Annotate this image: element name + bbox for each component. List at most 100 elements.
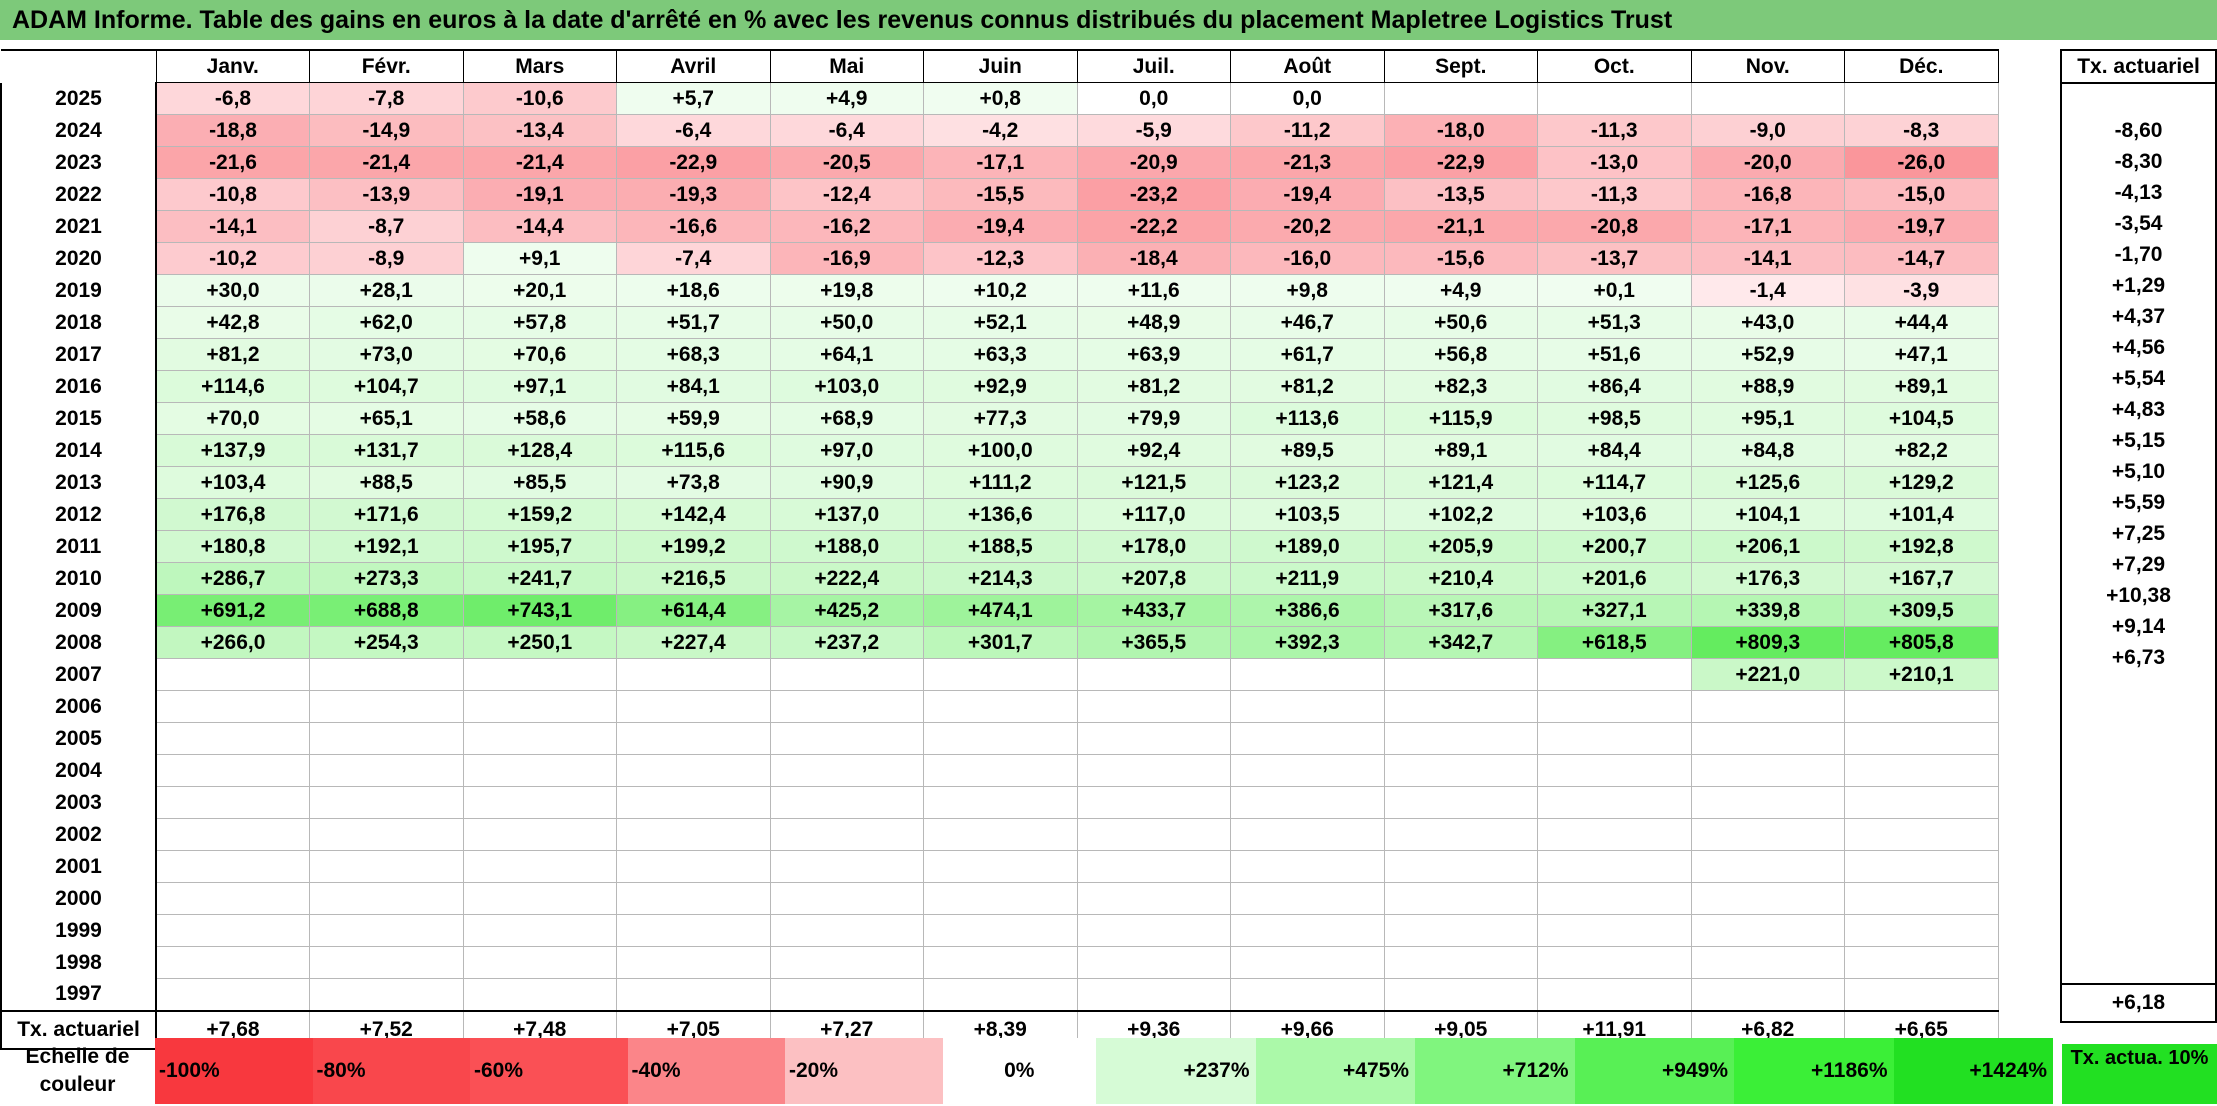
- year-label: 2023: [0, 146, 157, 179]
- gain-cell: +20,1: [462, 274, 617, 307]
- year-label: 2019: [0, 274, 157, 307]
- gain-cell: +207,8: [1076, 562, 1231, 595]
- gain-cell: [309, 658, 464, 691]
- gain-cell: +4,9: [769, 82, 924, 115]
- gain-cell: [1076, 722, 1231, 755]
- gain-cell: -14,9: [309, 114, 464, 147]
- gain-cell: +10,2: [923, 274, 1078, 307]
- gain-cell: +104,7: [309, 370, 464, 403]
- gain-cell: +88,5: [309, 466, 464, 499]
- tx-actuariel-table: Tx. actuariel -8,60 -8,30 -4,13 -3,54 -1,70 +…: [2060, 49, 2217, 1023]
- gain-cell: +0,8: [923, 82, 1078, 115]
- gain-cell: [309, 818, 464, 851]
- gain-cell: -20,5: [769, 146, 924, 179]
- gain-cell: [1383, 722, 1538, 755]
- gain-cell: [155, 818, 310, 851]
- tx-actuariel-value: +10,38: [2106, 583, 2171, 607]
- gain-cell: [1537, 722, 1692, 755]
- gain-cell: [1076, 786, 1231, 819]
- color-scale-swatch: -100%: [155, 1038, 313, 1104]
- gain-cell: +89,5: [1230, 434, 1385, 467]
- gain-cell: +392,3: [1230, 626, 1385, 659]
- table-row: 2017 +81,2 +73,0 +70,6 +68,3 +64,1 +63,3 +63,9 +…: [0, 338, 1999, 371]
- gain-cell: +200,7: [1537, 530, 1692, 563]
- gain-cell: [1537, 658, 1692, 691]
- gain-cell: [1230, 978, 1385, 1012]
- year-label: 1998: [0, 946, 157, 979]
- year-label: 2016: [0, 370, 157, 403]
- gain-cell: +113,6: [1230, 402, 1385, 435]
- gain-cell: [1383, 978, 1538, 1012]
- gain-cell: [1690, 690, 1845, 723]
- gain-cell: [1537, 690, 1692, 723]
- year-label: 1999: [0, 914, 157, 947]
- gain-cell: +222,4: [769, 562, 924, 595]
- table-row: 1997: [0, 978, 1999, 1012]
- table-row: 2006: [0, 690, 1999, 723]
- table-row: 2021 -14,1 -8,7 -14,4 -16,6 -16,2 -19,4 -22,2 -2…: [0, 210, 1999, 243]
- gain-cell: [923, 754, 1078, 787]
- table-row: 2016 +114,6 +104,7 +97,1 +84,1 +103,0 +92,9 +81…: [0, 370, 1999, 403]
- year-label: 2002: [0, 818, 157, 851]
- gain-cell: [1076, 818, 1231, 851]
- gain-cell: [1844, 690, 1999, 723]
- table-row: 2014 +137,9 +131,7 +128,4 +115,6 +97,0 +100,0 +…: [0, 434, 1999, 467]
- year-label: 2013: [0, 466, 157, 499]
- gain-cell: +90,9: [769, 466, 924, 499]
- gain-cell: [616, 850, 771, 883]
- gain-cell: +221,0: [1690, 658, 1845, 691]
- gain-cell: +273,3: [309, 562, 464, 595]
- year-label: 2004: [0, 754, 157, 787]
- gain-cell: +42,8: [155, 306, 310, 339]
- gain-cell: -23,2: [1076, 178, 1231, 211]
- gain-cell: +227,4: [616, 626, 771, 659]
- gain-cell: +128,4: [462, 434, 617, 467]
- gain-cell: +206,1: [1690, 530, 1845, 563]
- tx-actuariel-value: [2061, 673, 2216, 704]
- gain-cell: [155, 722, 310, 755]
- gain-cell: -15,6: [1383, 242, 1538, 275]
- gain-cell: -3,9: [1844, 274, 1999, 307]
- gain-cell: [1844, 978, 1999, 1012]
- gain-cell: [1383, 850, 1538, 883]
- gain-cell: [462, 818, 617, 851]
- tx-actuariel-value: [2061, 859, 2216, 890]
- gain-cell: [1537, 978, 1692, 1012]
- gain-cell: +81,2: [155, 338, 310, 371]
- gain-cell: +114,6: [155, 370, 310, 403]
- gain-cell: [1230, 690, 1385, 723]
- gain-cell: [462, 914, 617, 947]
- gain-cell: +97,0: [769, 434, 924, 467]
- gain-cell: [155, 946, 310, 979]
- gain-cell: +103,4: [155, 466, 310, 499]
- gain-cell: [1690, 946, 1845, 979]
- gain-cell: [155, 850, 310, 883]
- color-scale-swatch: +712%: [1415, 1038, 1575, 1104]
- gain-cell: [1076, 850, 1231, 883]
- gain-cell: +188,0: [769, 530, 924, 563]
- gain-cell: [616, 658, 771, 691]
- tx-column-wrap: Tx. actuariel -8,60 -8,30 -4,13 -3,54 -1,70 +…: [2060, 49, 2217, 1023]
- tx-actuariel-value: [2061, 83, 2216, 115]
- gain-cell: [923, 946, 1078, 979]
- gain-cell: -15,0: [1844, 178, 1999, 211]
- gain-cell: [769, 850, 924, 883]
- table-row: 1998: [0, 946, 1999, 979]
- tx-actuariel-value: +1,29: [2111, 273, 2166, 297]
- tx-actuariel-value: [2061, 828, 2216, 859]
- gain-cell: +266,0: [155, 626, 310, 659]
- gain-cell: -14,1: [155, 210, 310, 243]
- gain-cell: [462, 882, 617, 915]
- gain-cell: [1076, 914, 1231, 947]
- tx-actuariel-value: [2061, 704, 2216, 735]
- table-row: 2008 +266,0 +254,3 +250,1 +227,4 +237,2 +301,7…: [0, 626, 1999, 659]
- gain-cell: -16,0: [1230, 242, 1385, 275]
- gain-cell: +301,7: [923, 626, 1078, 659]
- gain-cell: [309, 722, 464, 755]
- gain-cell: [155, 882, 310, 915]
- gain-cell: [1230, 850, 1385, 883]
- gain-cell: +211,9: [1230, 562, 1385, 595]
- corner-blank: [1, 50, 156, 83]
- gain-cell: -16,6: [616, 210, 771, 243]
- gain-cell: +688,8: [309, 594, 464, 627]
